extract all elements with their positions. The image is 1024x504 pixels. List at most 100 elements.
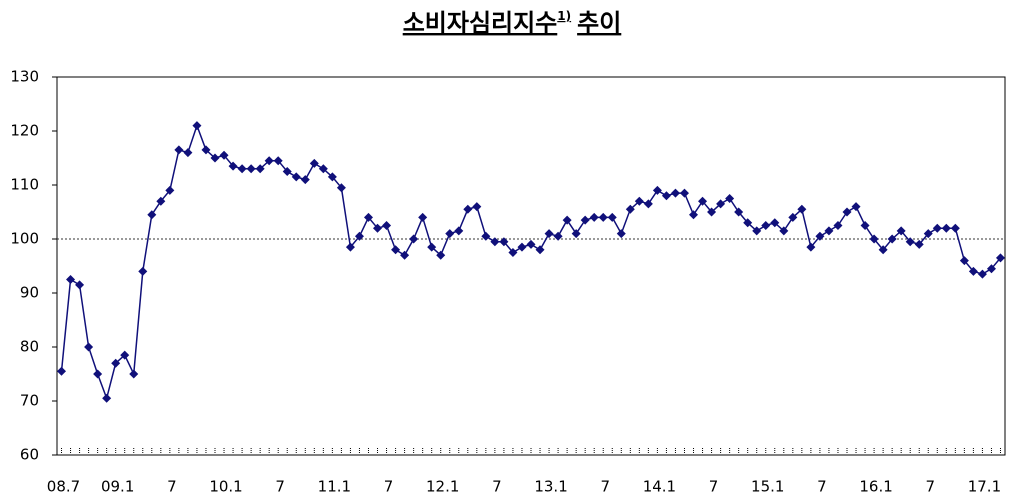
data-point <box>743 218 753 228</box>
data-point <box>354 231 364 241</box>
data-point <box>264 156 274 166</box>
x-tick-label: 7 <box>600 478 610 496</box>
data-point <box>553 231 563 241</box>
x-tick-label: 7 <box>817 478 827 496</box>
x-tick-label: 14.1 <box>643 478 676 496</box>
data-point <box>607 212 617 222</box>
data-point <box>273 156 283 166</box>
data-point <box>246 164 256 174</box>
data-point <box>210 153 220 163</box>
data-point <box>183 148 193 158</box>
data-point <box>391 245 401 255</box>
y-tick-label: 60 <box>20 446 39 464</box>
data-point <box>192 121 202 131</box>
data-point <box>761 221 771 230</box>
data-point <box>84 342 94 352</box>
data-point <box>309 158 319 168</box>
data-point <box>887 234 897 244</box>
x-tick-label: 11.1 <box>318 478 351 496</box>
data-point <box>923 229 933 239</box>
data-point <box>914 239 924 249</box>
x-tick-label: 16.1 <box>859 478 892 496</box>
data-point <box>93 369 103 379</box>
data-point <box>698 196 708 206</box>
data-point <box>968 266 978 276</box>
x-tick-label: 10.1 <box>209 478 242 496</box>
data-point <box>616 229 626 239</box>
data-point <box>174 145 184 155</box>
data-point <box>797 204 807 214</box>
data-point <box>129 369 139 379</box>
data-point <box>634 196 644 206</box>
title-suffix: 추이 <box>577 9 621 37</box>
y-tick-label: 110 <box>10 176 39 194</box>
x-tick-label: 09.1 <box>101 478 134 496</box>
data-point <box>373 223 383 233</box>
x-tick-label: 7 <box>709 478 719 496</box>
data-point <box>734 207 744 217</box>
data-point <box>490 237 500 247</box>
data-point <box>679 188 689 198</box>
data-point <box>535 245 545 255</box>
data-point <box>643 199 653 209</box>
data-point <box>327 172 337 182</box>
data-point <box>165 185 175 195</box>
data-point <box>851 202 861 212</box>
data-point <box>111 358 121 368</box>
data-point <box>779 226 789 236</box>
chart-title: 소비자심리지수1) 추이 <box>403 9 622 38</box>
data-point <box>689 210 699 220</box>
data-point <box>725 194 735 203</box>
data-point <box>842 207 852 217</box>
data-point <box>228 161 238 171</box>
data-point <box>562 215 572 225</box>
data-point <box>806 242 816 252</box>
data-point <box>138 266 148 276</box>
y-tick-label: 70 <box>20 392 39 410</box>
data-point <box>869 234 879 244</box>
x-tick-label: 13.1 <box>534 478 567 496</box>
data-point <box>571 229 581 239</box>
data-point <box>345 242 355 252</box>
data-point <box>661 191 671 201</box>
data-point <box>508 248 518 257</box>
data-point <box>219 150 229 160</box>
data-point <box>499 237 509 247</box>
data-point <box>941 223 951 233</box>
data-point <box>463 204 473 214</box>
data-point <box>57 366 67 376</box>
title-superscript: 1) <box>557 9 571 23</box>
y-tick-label: 100 <box>10 230 39 248</box>
data-point <box>598 212 608 222</box>
data-point <box>75 280 85 290</box>
data-point <box>770 218 780 228</box>
data-point <box>905 237 915 247</box>
data-point <box>472 202 482 212</box>
data-point <box>707 207 717 217</box>
data-point <box>815 231 825 241</box>
data-point <box>959 256 969 266</box>
data-point <box>481 231 491 241</box>
data-point <box>652 185 662 195</box>
title-main: 소비자심리지수 <box>403 9 558 37</box>
x-tick-label: 08.7 <box>47 478 80 496</box>
data-point <box>544 229 554 239</box>
y-tick-label: 80 <box>20 338 39 356</box>
data-point <box>282 167 292 176</box>
data-point <box>66 275 76 284</box>
data-point <box>255 164 265 174</box>
data-point <box>382 221 392 230</box>
data-point <box>318 164 328 174</box>
data-point <box>950 223 960 233</box>
x-tick-label: 7 <box>384 478 394 496</box>
data-point <box>120 350 130 360</box>
data-point <box>418 212 428 222</box>
data-point <box>752 226 762 236</box>
data-point <box>986 264 996 274</box>
data-point <box>517 242 527 252</box>
data-point <box>237 164 247 174</box>
data-point <box>716 199 726 209</box>
data-point <box>445 229 455 239</box>
data-point <box>147 210 157 220</box>
